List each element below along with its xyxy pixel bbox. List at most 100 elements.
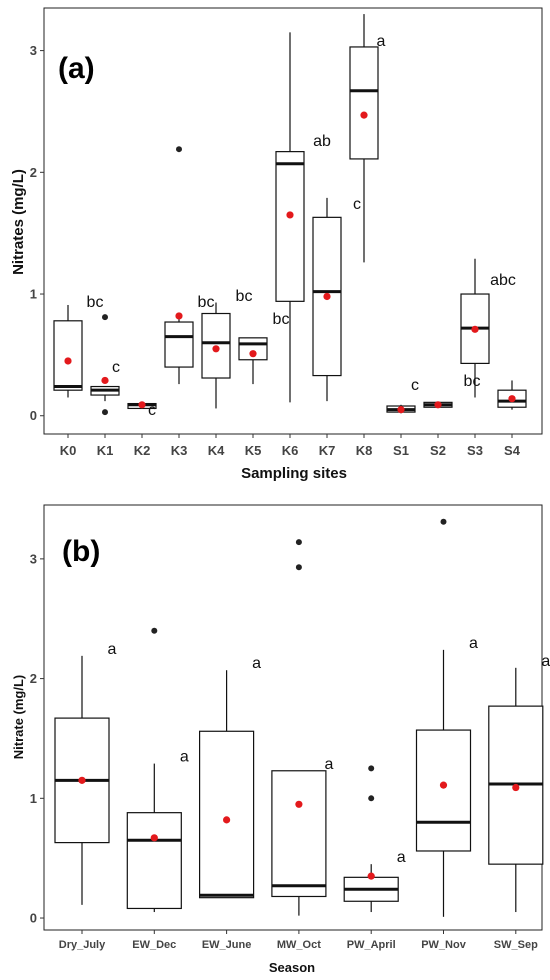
mean-point bbox=[367, 872, 375, 880]
mean-point bbox=[286, 211, 294, 219]
x-tick-label: K5 bbox=[245, 443, 262, 458]
mean-point bbox=[64, 357, 72, 365]
x-tick-label: K6 bbox=[282, 443, 299, 458]
significance-letter: bc bbox=[273, 311, 290, 328]
box-MW_Oct bbox=[271, 770, 327, 898]
panel-b-x-axis-title: Season bbox=[269, 960, 315, 975]
x-tick-label: S1 bbox=[393, 443, 409, 458]
y-tick-label: 2 bbox=[30, 165, 37, 180]
panel-a-label: (a) bbox=[58, 52, 95, 85]
outlier-point bbox=[151, 627, 158, 634]
panel-a-marks: bc c c bc bc bc ab a c c bc abc bbox=[53, 14, 527, 419]
x-tick-label: K1 bbox=[97, 443, 114, 458]
y-tick-label: 1 bbox=[30, 791, 37, 806]
box-K8 bbox=[349, 46, 379, 160]
significance-letter: a bbox=[397, 849, 406, 866]
panel-b-x-axis: Dry_July EW_Dec EW_June MW_Oct PW_April PW_No… bbox=[59, 930, 538, 951]
mean-point bbox=[223, 816, 231, 824]
y-tick-label: 3 bbox=[30, 43, 37, 58]
outlier-point bbox=[368, 795, 375, 802]
significance-letter: a bbox=[469, 635, 478, 652]
mean-point bbox=[78, 776, 86, 784]
x-tick-label: K8 bbox=[356, 443, 373, 458]
x-tick-label: PW_April bbox=[347, 939, 396, 951]
significance-letter: bc bbox=[198, 294, 215, 311]
panel-b-marks: a a a a a a a bbox=[54, 518, 550, 917]
box-K4 bbox=[201, 312, 231, 379]
mean-point bbox=[101, 376, 109, 385]
panel-b: (b) Season Nitrate (mg/L) 0 1 2 3 Dry_July E… bbox=[11, 504, 550, 975]
mean-point bbox=[249, 350, 257, 358]
panel-a-y-axis: 0 1 2 3 bbox=[30, 43, 44, 423]
box-EW_Dec bbox=[126, 812, 182, 910]
x-tick-label: K7 bbox=[319, 443, 336, 458]
x-tick-label: EW_Dec bbox=[132, 939, 176, 951]
significance-letter: a bbox=[180, 749, 189, 766]
significance-letter: c bbox=[353, 196, 361, 213]
panel-b-y-axis: 0 1 2 3 bbox=[30, 551, 44, 926]
significance-letter: c bbox=[148, 402, 156, 419]
significance-letter: c bbox=[411, 377, 419, 394]
significance-letter: c bbox=[112, 359, 120, 376]
x-tick-label: Dry_July bbox=[59, 939, 106, 951]
significance-letter: a bbox=[324, 756, 333, 773]
x-tick-label: S3 bbox=[467, 443, 483, 458]
mean-point bbox=[323, 292, 331, 301]
panel-a: (a) Sampling sites Nitrates (mg/L) 0123 … bbox=[10, 7, 543, 482]
x-tick-label: K3 bbox=[171, 443, 188, 458]
outlier-point bbox=[368, 765, 375, 772]
box-K6 bbox=[275, 151, 305, 302]
x-tick-label: K0 bbox=[60, 443, 77, 458]
x-tick-label: K2 bbox=[134, 443, 151, 458]
outlier-point bbox=[102, 314, 108, 321]
box-EW_June bbox=[199, 730, 255, 899]
panel-a-x-axis-title: Sampling sites bbox=[241, 465, 347, 482]
significance-letter: bc bbox=[87, 294, 104, 311]
mean-point bbox=[175, 312, 183, 320]
y-tick-label: 1 bbox=[30, 287, 37, 302]
significance-letter: a bbox=[252, 655, 261, 672]
panel-b-y-axis-title: Nitrate (mg/L) bbox=[11, 675, 26, 760]
significance-letter: ab bbox=[313, 133, 331, 150]
outlier-point bbox=[295, 564, 302, 571]
significance-letter: bc bbox=[236, 288, 253, 305]
outlier-point bbox=[295, 539, 302, 546]
x-tick-label: S2 bbox=[430, 443, 446, 458]
y-tick-label: 0 bbox=[30, 408, 37, 423]
significance-letter: abc bbox=[490, 272, 516, 289]
outlier-point bbox=[440, 518, 447, 525]
significance-letter: a bbox=[377, 33, 386, 50]
significance-letter: bc bbox=[464, 373, 481, 390]
mean-point bbox=[512, 783, 520, 792]
outlier-point bbox=[176, 146, 182, 153]
mean-point bbox=[508, 395, 516, 403]
x-tick-label: MW_Oct bbox=[277, 939, 321, 951]
x-tick-label: SW_Sep bbox=[494, 939, 538, 951]
box-K0 bbox=[53, 320, 83, 391]
x-tick-label: EW_June bbox=[202, 939, 252, 951]
mean-point bbox=[212, 345, 220, 353]
x-tick-label: PW_Nov bbox=[421, 939, 467, 951]
box-K3 bbox=[164, 321, 194, 368]
panel-a-y-axis-title: Nitrates (mg/L) bbox=[10, 169, 27, 275]
box-PW_Nov bbox=[415, 729, 472, 852]
panel-b-label: (b) bbox=[62, 535, 100, 568]
significance-letter: a bbox=[541, 653, 550, 670]
mean-point bbox=[471, 325, 479, 333]
x-tick-label: K4 bbox=[208, 443, 225, 458]
mean-point bbox=[360, 111, 368, 119]
mean-point bbox=[397, 406, 405, 414]
x-tick-label: S4 bbox=[504, 443, 521, 458]
mean-point bbox=[439, 781, 448, 789]
mean-point bbox=[138, 401, 146, 409]
significance-letter: a bbox=[108, 641, 117, 658]
mean-point bbox=[434, 401, 442, 409]
mean-point bbox=[295, 800, 303, 808]
y-tick-label: 0 bbox=[30, 911, 37, 926]
panel-a-plot-area bbox=[43, 7, 543, 435]
y-tick-label: 2 bbox=[30, 671, 37, 686]
panel-a-x-axis: K0 K1 K2 K3 K4 K5 K6 K7 K8 S1 S2 S3 S4 bbox=[60, 434, 521, 458]
y-tick-label: 3 bbox=[30, 551, 37, 566]
mean-point bbox=[150, 834, 158, 842]
